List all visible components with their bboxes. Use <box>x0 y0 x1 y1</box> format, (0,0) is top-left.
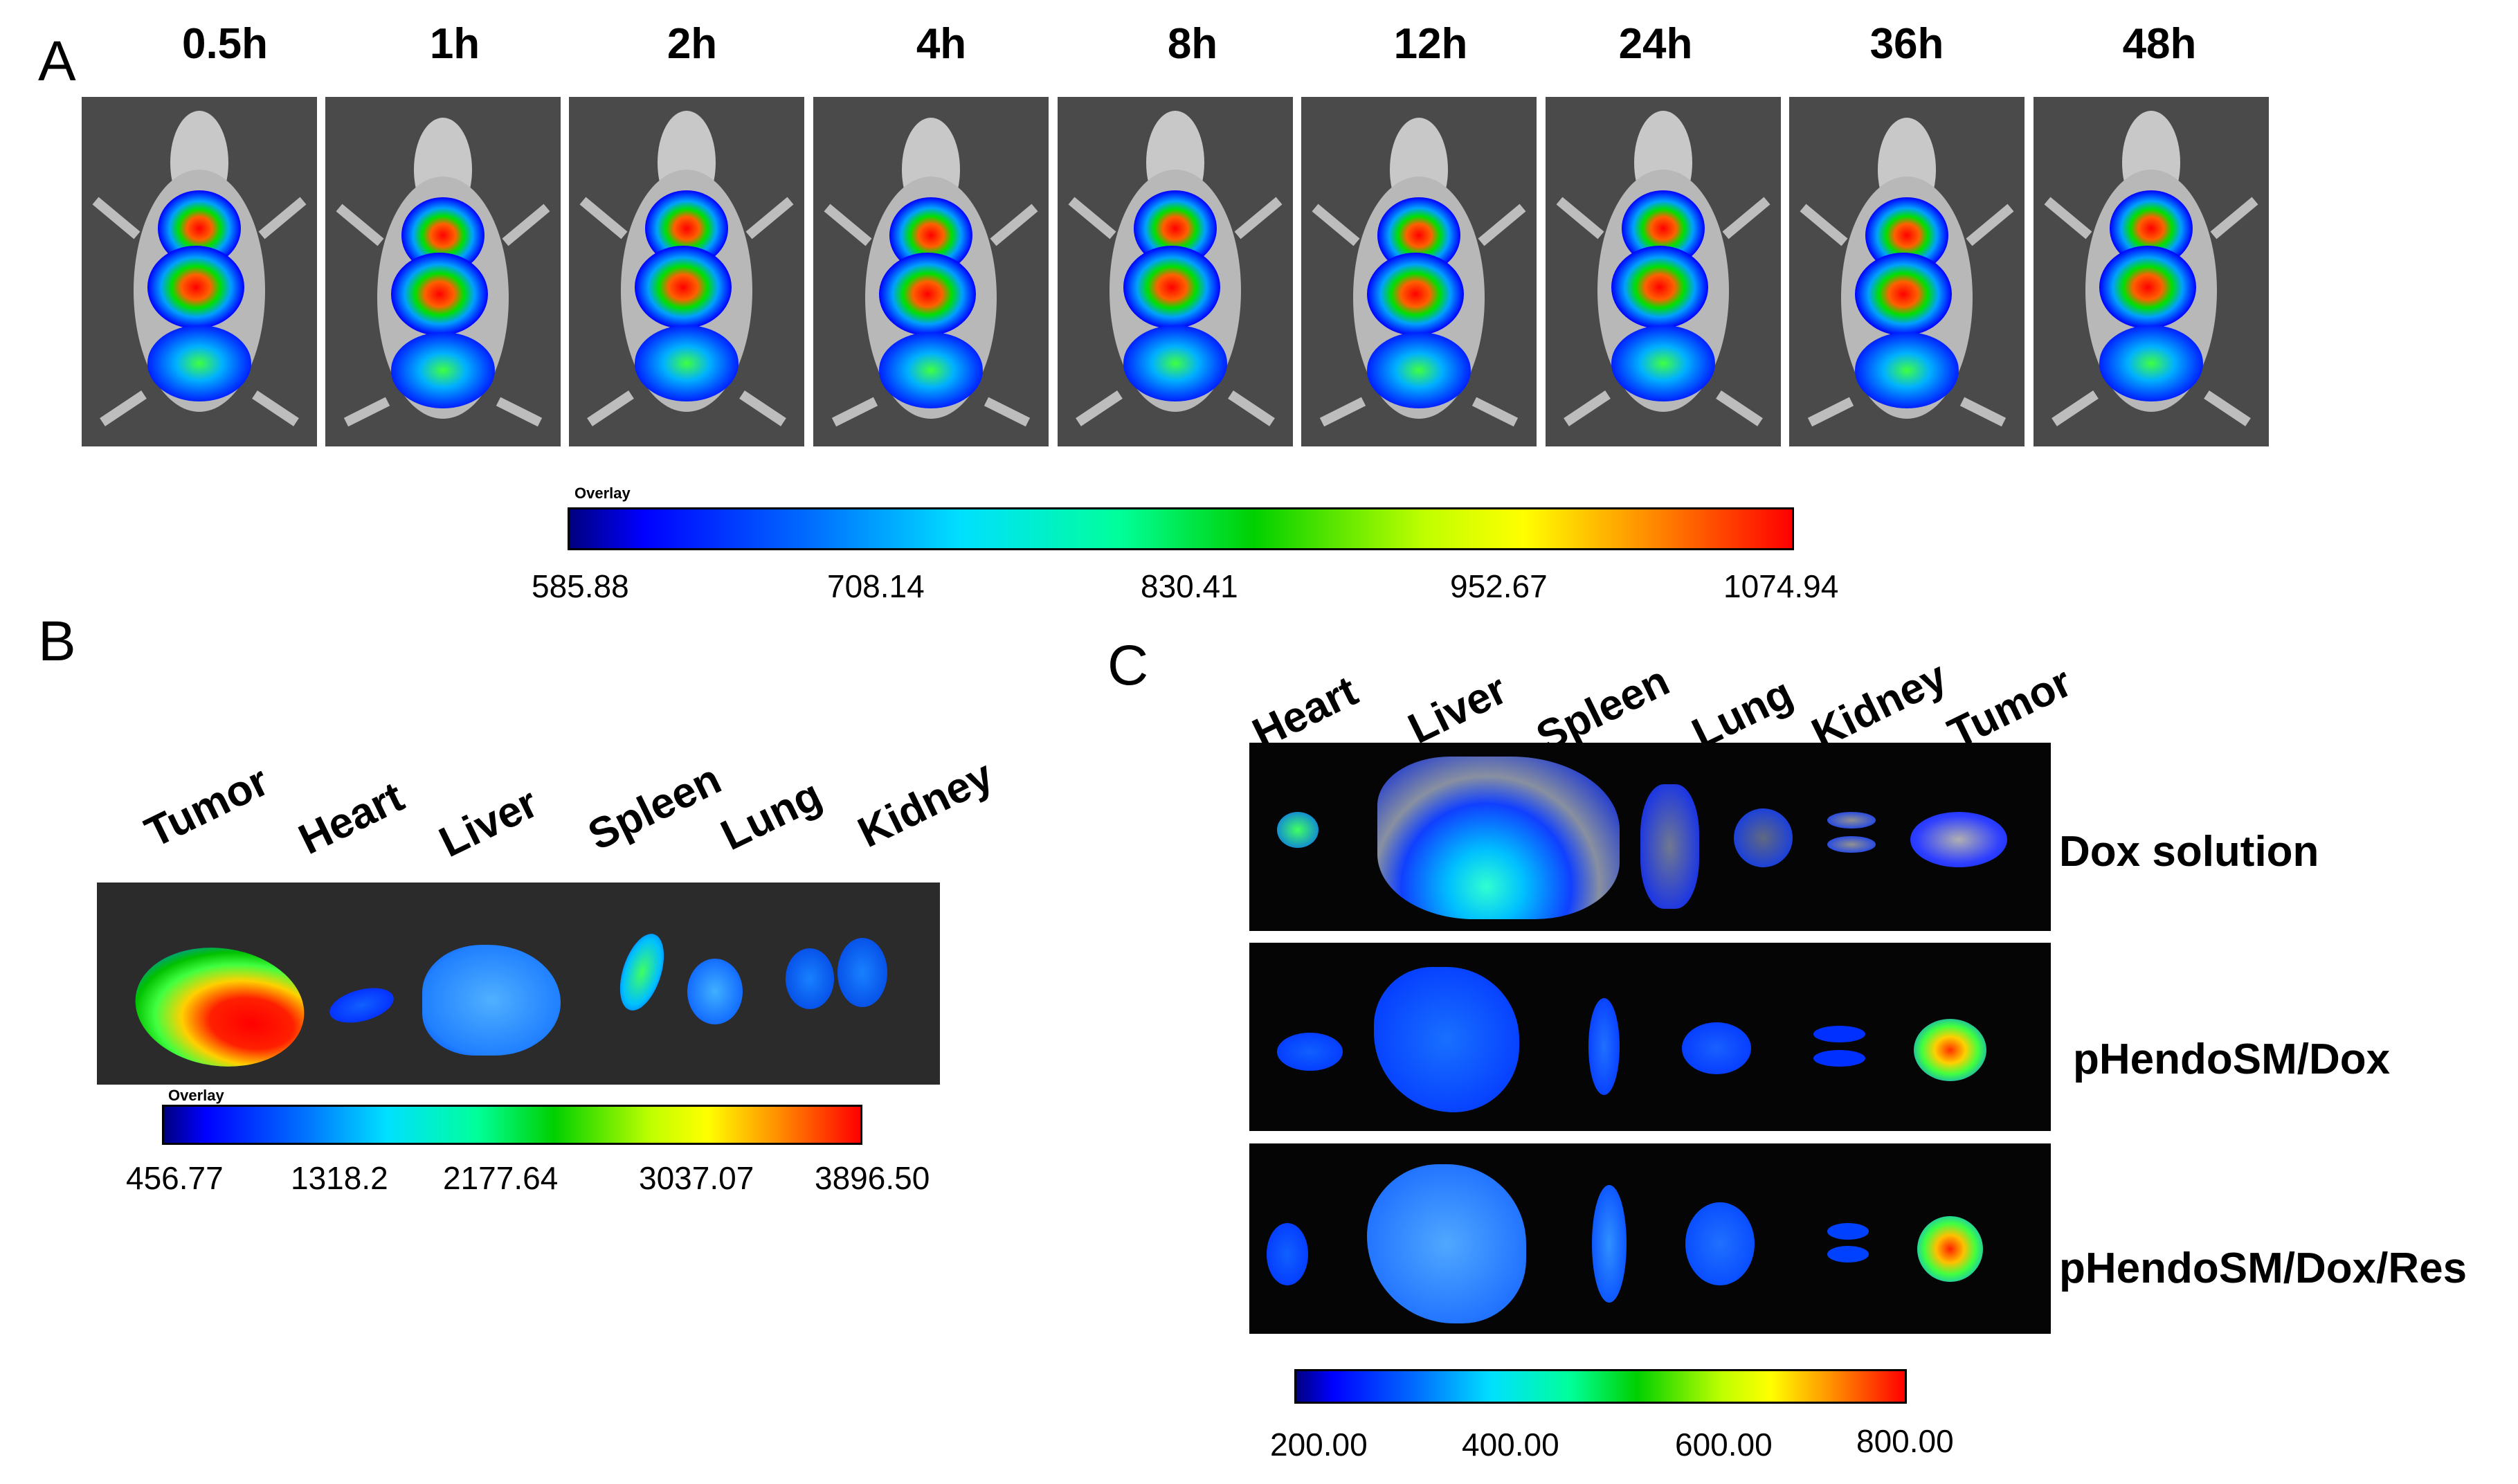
mouse-image <box>2034 97 2269 446</box>
liver-signal <box>1374 967 1519 1112</box>
mouse-image <box>325 97 561 446</box>
scale-c-tick: 200.00 <box>1270 1427 1368 1463</box>
time-label: 24h <box>1618 20 1693 68</box>
time-label: 36h <box>1869 20 1944 68</box>
time-label: 0.5h <box>181 20 269 68</box>
mouse-image <box>1546 97 1781 446</box>
panel-c-row-phendosm-dox-res <box>1249 1143 2051 1334</box>
mouse-image <box>82 97 317 446</box>
tumor-signal <box>1917 1216 1983 1282</box>
scale-a-tick: 830.41 <box>1141 568 1238 604</box>
kidney-signal <box>1827 812 1876 829</box>
mouse-image <box>569 97 804 446</box>
panel-a-label: A <box>38 30 76 93</box>
scale-b-tick: 1318.2 <box>291 1160 388 1196</box>
organ-label: Liver <box>1401 665 1514 754</box>
scale-b-title: Overlay <box>168 1087 224 1104</box>
tumor-signal <box>1910 812 2007 867</box>
kidney-signal <box>1813 1050 1865 1067</box>
mouse-image <box>1301 97 1537 446</box>
tumor-signal <box>1914 1019 1986 1081</box>
organ-label: Tumor <box>138 757 276 858</box>
panel-c-row-phendosm-dox <box>1249 943 2051 1131</box>
lung-signal <box>687 959 743 1024</box>
organ-label: Liver <box>432 779 545 867</box>
scale-b-tick: 3896.50 <box>815 1160 930 1196</box>
time-label: 12h <box>1393 20 1468 68</box>
kidney-signal <box>1813 1026 1865 1042</box>
scale-c-colorbar <box>1294 1369 1907 1404</box>
scale-c-tick: 600.00 <box>1675 1427 1773 1463</box>
tumor-signal <box>127 936 312 1078</box>
organ-label: Lung <box>714 770 829 860</box>
scale-a-tick: 585.88 <box>532 568 629 604</box>
organ-label: Spleen <box>581 754 729 860</box>
lung-signal <box>1682 1022 1751 1074</box>
kidney-signal <box>786 948 834 1009</box>
liver-signal <box>1377 757 1620 919</box>
group-label: Dox solution <box>2059 828 2319 876</box>
mouse-image <box>813 97 1049 446</box>
spleen-signal <box>1592 1185 1627 1303</box>
time-label: 2h <box>667 20 718 68</box>
scale-a-tick: 952.67 <box>1450 568 1548 604</box>
spleen-signal <box>1640 784 1699 909</box>
scale-a-title: Overlay <box>574 485 631 502</box>
panel-b-organ-image <box>97 883 940 1085</box>
panel-b-label: B <box>38 610 76 673</box>
liver-signal <box>422 945 561 1056</box>
group-label: pHendoSM/Dox <box>2073 1035 2391 1083</box>
liver-signal <box>1367 1164 1526 1323</box>
organ-label: Kidney <box>851 751 1001 858</box>
spleen-signal <box>1588 998 1620 1095</box>
scale-c-tick: 400.00 <box>1462 1427 1559 1463</box>
scale-b-colorbar <box>162 1105 862 1145</box>
scale-a-tick: 708.14 <box>827 568 925 604</box>
panel-c-label: C <box>1107 634 1149 697</box>
scale-b-tick: 2177.64 <box>443 1160 559 1196</box>
scale-b-tick: 456.77 <box>126 1160 224 1196</box>
heart-signal <box>1277 812 1319 848</box>
group-label: pHendoSM/Dox/Res <box>2059 1245 2467 1292</box>
mouse-image <box>1789 97 2025 446</box>
heart-signal <box>325 981 398 1029</box>
scale-c-tick: 800.00 <box>1856 1423 1954 1459</box>
spleen-signal <box>611 928 673 1016</box>
scale-a-colorbar <box>568 507 1794 550</box>
lung-signal <box>1734 808 1793 867</box>
kidney-signal <box>1827 1223 1869 1240</box>
organ-label: Heart <box>291 772 412 865</box>
mouse-image <box>1058 97 1293 446</box>
scale-a-tick: 1074.94 <box>1723 568 1839 604</box>
time-label: 8h <box>1167 20 1218 68</box>
kidney-signal <box>1827 1246 1869 1263</box>
time-label: 48h <box>2122 20 2197 68</box>
panel-c-row-dox-solution <box>1249 743 2051 931</box>
kidney-signal <box>837 938 887 1007</box>
time-label: 1h <box>429 20 480 68</box>
scale-b-tick: 3037.07 <box>639 1160 754 1196</box>
heart-signal <box>1267 1223 1308 1285</box>
kidney-signal <box>1827 836 1876 853</box>
time-label: 4h <box>916 20 967 68</box>
lung-signal <box>1685 1202 1755 1285</box>
heart-signal <box>1277 1033 1343 1071</box>
